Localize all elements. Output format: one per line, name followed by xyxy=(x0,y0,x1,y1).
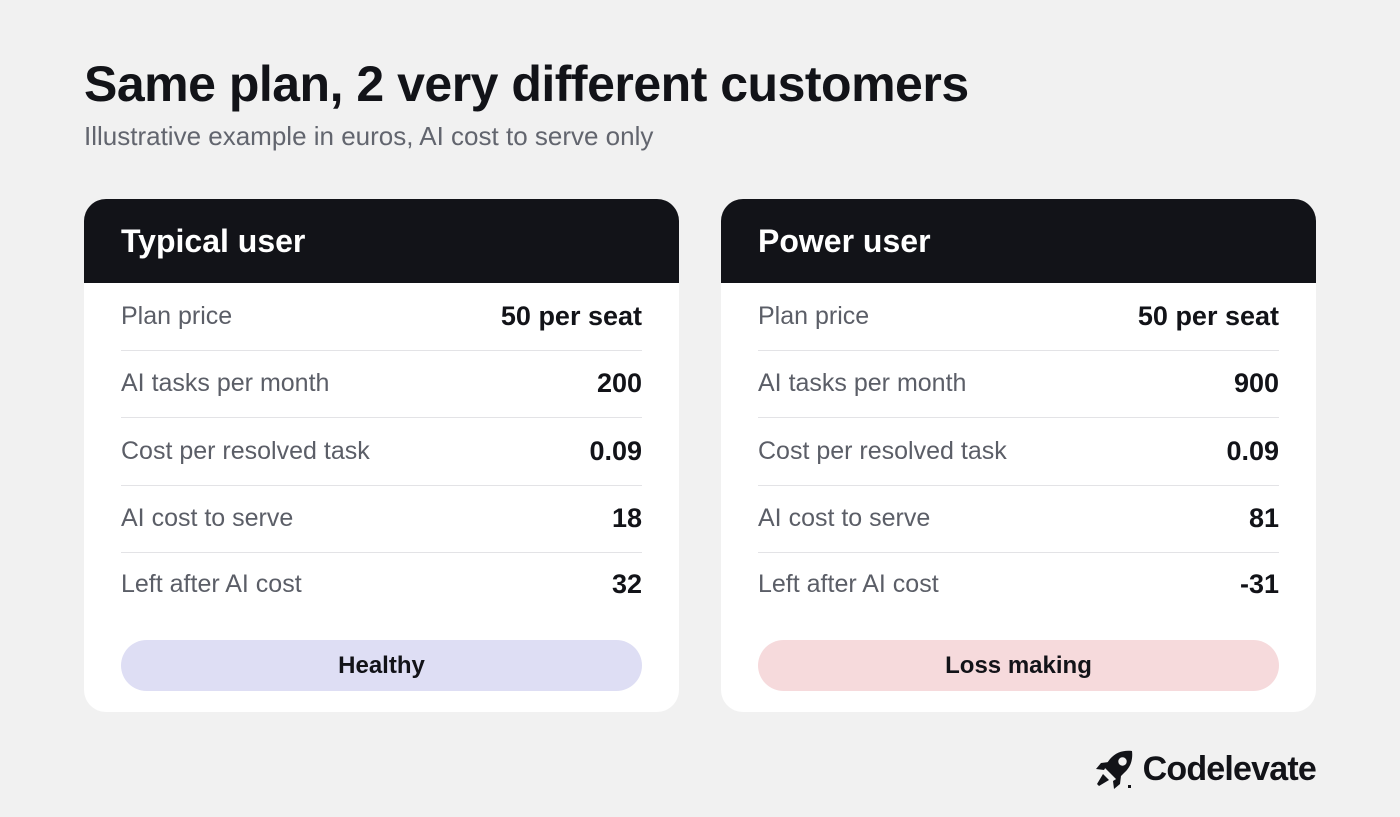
row-label: AI tasks per month xyxy=(121,369,330,398)
row-left-after-cost: Left after AI cost 32 xyxy=(121,553,642,615)
page-title: Same plan, 2 very different customers xyxy=(84,56,969,112)
rocket-logo-icon xyxy=(1095,750,1132,789)
status-badge: Loss making xyxy=(758,640,1279,691)
row-label: AI cost to serve xyxy=(758,504,931,533)
row-label: Plan price xyxy=(758,301,870,330)
row-value: 0.09 xyxy=(1226,435,1279,466)
row-label: Left after AI cost xyxy=(758,569,939,598)
row-value: 200 xyxy=(596,368,642,399)
card-typical-user: Typical user Plan price 50 per seat AI t… xyxy=(84,199,679,712)
row-label: Cost per resolved task xyxy=(121,436,370,465)
row-value: 32 xyxy=(611,568,642,599)
row-ai-tasks: AI tasks per month 900 xyxy=(758,351,1279,418)
page-subtitle: Illustrative example in euros, AI cost t… xyxy=(84,121,654,151)
row-value: 18 xyxy=(611,503,642,534)
brand-logo: Codelevate xyxy=(1095,748,1317,790)
row-label: AI tasks per month xyxy=(758,369,967,398)
status-badge: Healthy xyxy=(121,640,642,691)
card-power-user: Power user Plan price 50 per seat AI tas… xyxy=(721,199,1316,712)
row-value: 81 xyxy=(1248,503,1279,534)
brand-name: Codelevate xyxy=(1142,749,1317,788)
card-title: Typical user xyxy=(84,199,679,283)
row-ai-tasks: AI tasks per month 200 xyxy=(121,351,642,418)
row-value: 50 per seat xyxy=(1137,300,1279,331)
row-label: Plan price xyxy=(121,301,233,330)
row-cost-per-task: Cost per resolved task 0.09 xyxy=(758,418,1279,486)
row-plan-price: Plan price 50 per seat xyxy=(121,283,642,351)
card-rows: Plan price 50 per seat AI tasks per mont… xyxy=(758,283,1279,615)
card-title: Power user xyxy=(721,199,1316,283)
row-label: AI cost to serve xyxy=(121,504,294,533)
row-label: Left after AI cost xyxy=(121,569,302,598)
row-ai-cost: AI cost to serve 18 xyxy=(121,486,642,553)
row-label: Cost per resolved task xyxy=(758,436,1007,465)
row-value: 50 per seat xyxy=(500,300,642,331)
row-ai-cost: AI cost to serve 81 xyxy=(758,486,1279,553)
row-value: 900 xyxy=(1233,368,1279,399)
card-rows: Plan price 50 per seat AI tasks per mont… xyxy=(121,283,642,615)
row-value: 0.09 xyxy=(589,435,642,466)
row-plan-price: Plan price 50 per seat xyxy=(758,283,1279,351)
row-left-after-cost: Left after AI cost -31 xyxy=(758,553,1279,615)
row-cost-per-task: Cost per resolved task 0.09 xyxy=(121,418,642,486)
row-value: -31 xyxy=(1239,568,1279,599)
